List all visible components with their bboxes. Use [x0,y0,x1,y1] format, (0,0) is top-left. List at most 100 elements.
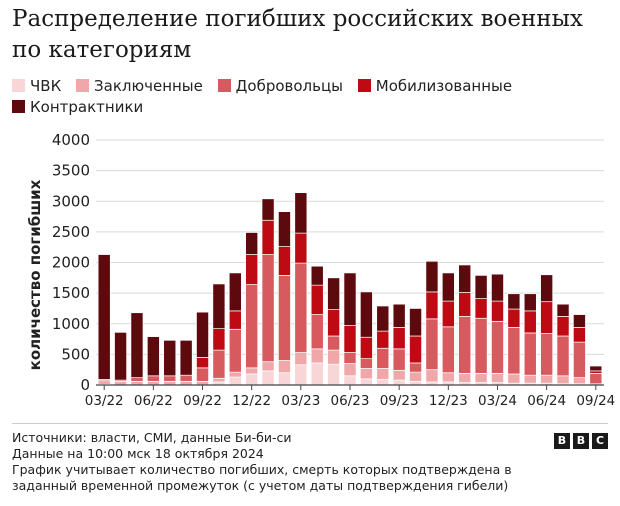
y-axis-tick-labels: 0 500 1000 1500 2000 2500 3000 3500 4000 [52,131,90,394]
bar-segment-series-2 [409,363,421,372]
x-tick-label: 09/23 [380,393,419,409]
bar-segment-series-0 [328,364,340,385]
bar-segment-series-2 [524,333,536,375]
legend-swatch-prisoners [76,79,89,92]
bar-segment-series-3 [573,327,585,342]
bar-segment-series-2 [328,336,340,350]
bbc-logo: B B C [554,433,608,449]
bbc-logo-block-b2: B [573,433,589,449]
legend-item-pmc: ЧВК [12,76,61,97]
bar-stack-06/24 [541,275,553,385]
bar-segment-series-1 [311,349,323,363]
bar-stack-02/23 [278,212,290,385]
bar-segment-series-4 [524,294,536,311]
bar-segment-series-2 [475,318,487,373]
bar-segment-series-1 [262,362,274,371]
bar-stack-04/22 [115,332,127,385]
bar-stack-09/22 [196,312,208,385]
bar-segment-series-4 [393,304,405,327]
bar-stack-10/23 [409,308,421,385]
bar-segment-series-4 [213,284,225,329]
bar-segment-series-0 [295,365,307,385]
bar-segment-series-0 [360,379,372,385]
bar-segment-series-4 [475,275,487,298]
bar-segment-series-3 [295,233,307,263]
bar-segment-series-1 [213,378,225,382]
bar-segment-series-1 [328,350,340,364]
bar-segment-series-4 [246,232,258,254]
bar-segment-series-2 [459,316,471,373]
legend-swatch-contract [12,100,25,113]
bar-segment-series-3 [409,336,421,363]
bar-stack-03/23 [295,193,307,385]
bar-stack-03/22 [98,255,110,385]
bar-segment-series-4 [590,366,602,371]
bar-segment-series-3 [278,247,290,276]
bar-segment-series-2 [229,329,241,372]
bar-segment-series-3 [344,326,356,353]
bar-segment-series-4 [164,340,176,376]
bar-segment-series-2 [262,255,274,362]
bar-segment-series-3 [590,371,602,373]
bar-stack-11/22 [229,273,241,385]
y-tick-label: 4000 [52,131,90,149]
y-tick-label: 2500 [52,223,90,241]
y-tick-label: 3000 [52,192,90,210]
bar-segment-series-3 [475,299,487,319]
bar-segment-series-3 [459,293,471,317]
bar-segment-series-2 [246,285,258,368]
bar-stack-01/23 [262,199,274,385]
bar-segment-series-1 [459,373,471,382]
bar-stack-10/22 [213,284,225,385]
legend-swatch-volunteers [218,79,231,92]
y-tick-label: 0 [80,376,90,394]
bar-segment-series-2 [311,315,323,349]
x-tick-label: 03/22 [85,393,124,409]
chart-bars [98,193,602,385]
bar-segment-series-1 [278,361,290,373]
bar-segment-series-2 [393,349,405,370]
stacked-bar-chart: 0 500 1000 1500 2000 2500 3000 3500 4000 03/22 06… [0,128,620,413]
legend-item-prisoners: Заключенные [76,76,203,97]
chart-title: Распределение погибших российских военны… [12,4,612,66]
bar-segment-series-2 [360,359,372,369]
bar-segment-series-3 [508,309,520,327]
bar-segment-series-3 [229,311,241,329]
bar-stack-02/24 [475,275,487,385]
bar-segment-series-0 [377,379,389,385]
bar-segment-series-4 [147,337,159,376]
legend-label-volunteers: Добровольцы [236,77,343,95]
bar-segment-series-2 [491,321,503,373]
bar-segment-series-2 [377,348,389,368]
bar-segment-series-1 [426,370,438,382]
bar-segment-series-2 [180,375,192,381]
bar-segment-series-4 [262,199,274,220]
bar-segment-series-3 [213,329,225,350]
x-tick-label: 12/22 [232,393,271,409]
bar-segment-series-0 [262,371,274,385]
footer-divider [12,423,608,424]
bar-segment-series-2 [164,376,176,382]
footer-date: Данные на 10:00 мск 18 октября 2024 [12,446,542,462]
bar-segment-series-3 [328,310,340,336]
bar-segment-series-4 [508,294,520,309]
bar-stack-01/24 [459,265,471,385]
bar-segment-series-0 [393,380,405,385]
x-tick-label: 06/23 [331,393,370,409]
bar-segment-series-4 [180,340,192,375]
bar-segment-series-2 [196,368,208,381]
bar-segment-series-4 [278,212,290,247]
bar-segment-series-1 [360,368,372,378]
bar-segment-series-4 [311,266,323,285]
bar-stack-11/23 [426,261,438,385]
legend-item-volunteers: Добровольцы [218,76,343,97]
bar-segment-series-1 [573,378,585,384]
footer: Источники: власти, СМИ, данные Би-би-си … [12,430,542,494]
legend-label-contract: Контрактники [30,98,143,116]
bar-segment-series-2 [557,336,569,376]
bar-segment-series-3 [491,301,503,321]
bar-stack-06/22 [147,337,159,385]
bar-segment-series-2 [344,353,356,364]
bar-stack-08/23 [377,306,389,385]
bar-segment-series-3 [541,302,553,334]
